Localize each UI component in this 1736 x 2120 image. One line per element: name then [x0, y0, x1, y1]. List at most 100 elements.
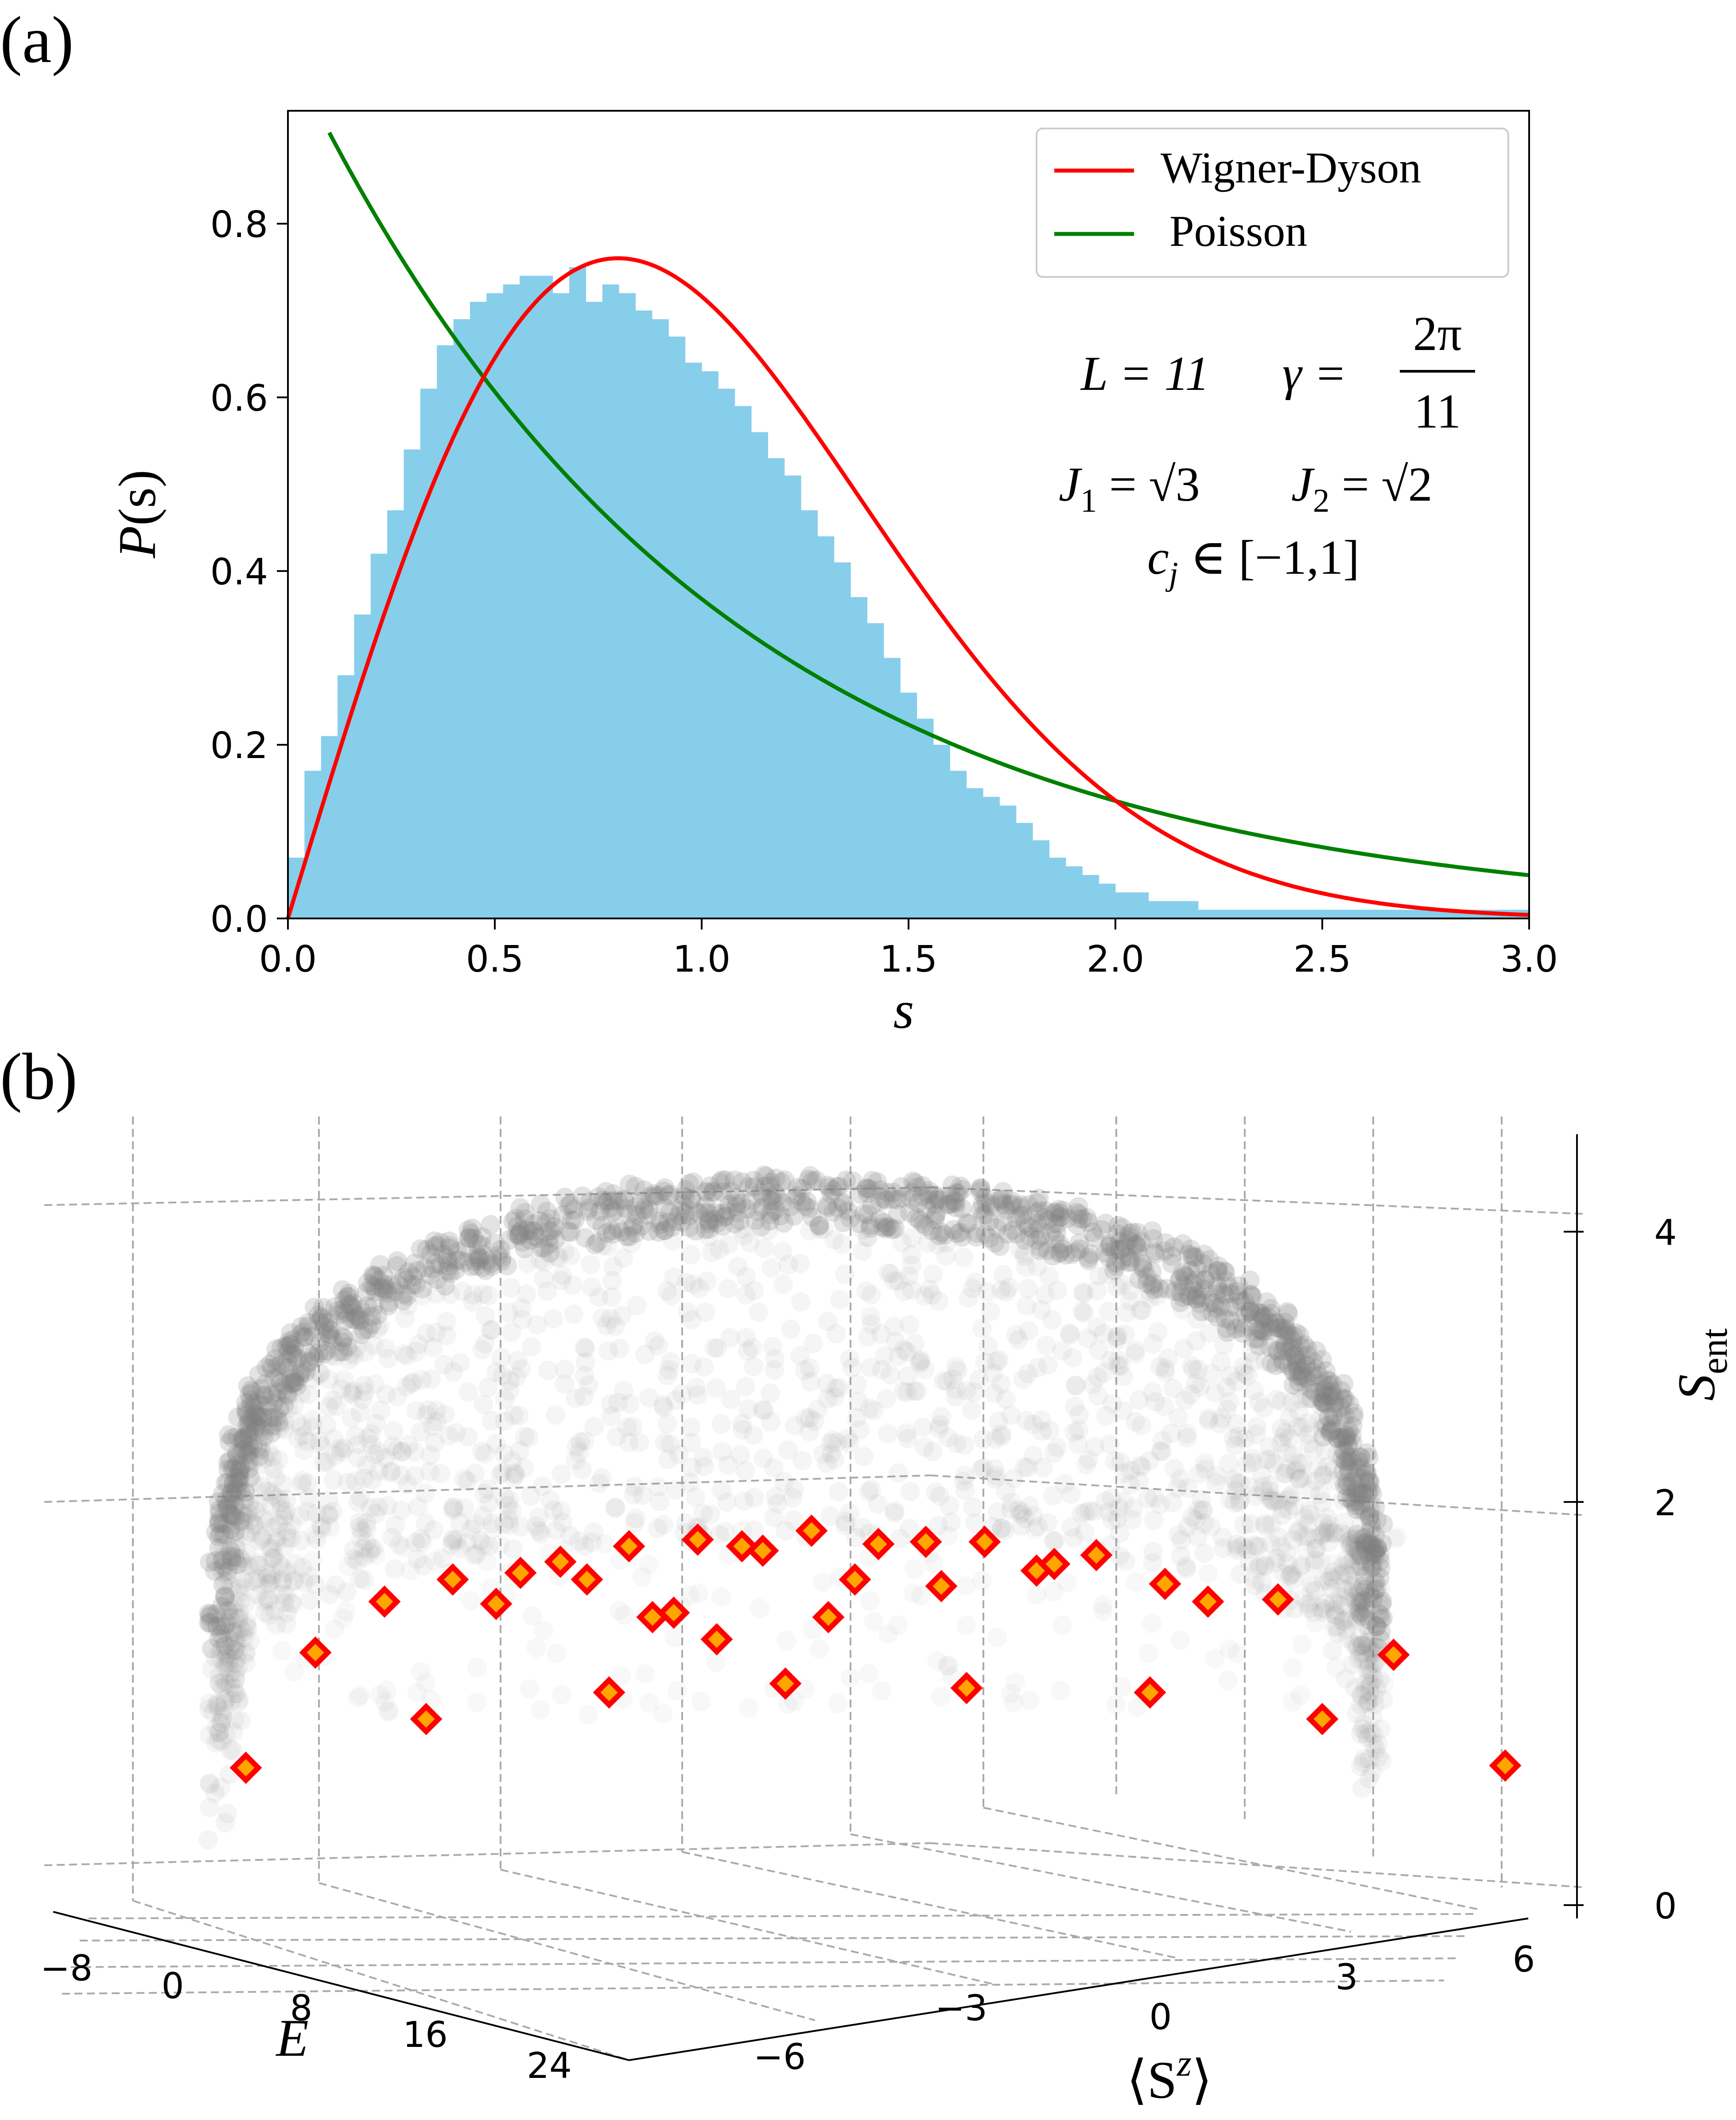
eigenstate-point — [726, 1187, 746, 1207]
eigenstate-point — [258, 1416, 278, 1435]
eigenstate-point — [938, 1195, 958, 1215]
eigenstate-point — [235, 1455, 255, 1474]
eigenstate-point — [553, 1205, 573, 1225]
eigenstate-point — [617, 1227, 637, 1247]
eigenstate-point — [851, 1184, 870, 1204]
eigenstate-point — [638, 1205, 657, 1225]
eigenstate-point — [864, 1400, 884, 1420]
eigenstate-point — [220, 1628, 240, 1648]
eigenstate-point — [320, 1327, 339, 1347]
eigenstate-point — [479, 1536, 499, 1556]
eigenstate-point — [1311, 1525, 1331, 1545]
eigenstate-point — [1279, 1487, 1299, 1507]
y-axis-ticks-a: 0.00.20.40.60.8 — [210, 204, 288, 941]
eigenstate-point — [514, 1458, 534, 1478]
eigenstate-point — [541, 1209, 561, 1229]
eigenstate-point — [499, 1230, 519, 1250]
eigenstate-point — [971, 1178, 990, 1198]
eigenstate-point — [288, 1428, 308, 1448]
eigenstate-point — [536, 1213, 556, 1233]
eigenstate-point — [342, 1309, 362, 1329]
eigenstate-point — [216, 1674, 236, 1694]
eigenstate-point — [240, 1445, 260, 1465]
eigenstate-point — [278, 1351, 298, 1371]
histogram-bar — [817, 536, 835, 918]
eigenstate-point — [209, 1730, 229, 1750]
eigenstate-point — [512, 1310, 532, 1330]
eigenstate-point — [209, 1492, 229, 1512]
eigenstate-point — [220, 1538, 240, 1558]
eigenstate-point — [291, 1325, 311, 1345]
y-tick-label-a: 0.0 — [210, 899, 268, 941]
eigenstate-point — [1044, 1582, 1064, 1602]
eigenstate-point — [718, 1455, 738, 1475]
eigenstate-point — [990, 1190, 1010, 1210]
eigenstate-point — [427, 1236, 447, 1256]
eigenstate-point — [1305, 1383, 1325, 1403]
eigenstate-point — [262, 1416, 282, 1436]
eigenstate-point — [1186, 1271, 1206, 1290]
histogram-bar — [685, 362, 702, 918]
eigenstate-point — [936, 1246, 956, 1266]
eigenstate-point — [767, 1494, 787, 1513]
eigenstate-point — [345, 1310, 365, 1330]
eigenstate-point — [678, 1302, 698, 1322]
eigenstate-point — [614, 1190, 634, 1209]
eigenstate-point — [721, 1182, 741, 1201]
eigenstate-point — [443, 1500, 463, 1520]
eigenstate-point — [1335, 1451, 1355, 1470]
eigenstate-point — [1258, 1307, 1277, 1326]
eigenstate-point — [1168, 1408, 1188, 1428]
eigenstate-point — [1363, 1642, 1383, 1662]
eigenstate-point — [1316, 1522, 1336, 1542]
eigenstate-point — [1177, 1424, 1197, 1443]
eigenstate-point — [1131, 1416, 1151, 1435]
eigenstate-point — [247, 1585, 267, 1604]
eigenstate-point — [282, 1373, 302, 1393]
eigenstate-point — [1291, 1337, 1310, 1357]
eigenstate-point — [507, 1367, 527, 1387]
eigenstate-point — [1387, 1527, 1407, 1547]
eigenstate-point — [439, 1426, 459, 1446]
eigenstate-point — [339, 1287, 358, 1307]
eigenstate-point — [276, 1501, 296, 1521]
eigenstate-point — [366, 1414, 386, 1434]
eigenstate-point — [215, 1616, 235, 1636]
eigenstate-point — [231, 1429, 251, 1449]
special-state-marker — [769, 1667, 802, 1700]
eigenstate-point — [329, 1342, 349, 1362]
eigenstate-point — [236, 1402, 256, 1422]
eigenstate-point — [447, 1250, 466, 1270]
eigenstate-point — [919, 1181, 939, 1201]
eigenstate-point — [239, 1451, 259, 1471]
eigenstate-point — [671, 1201, 691, 1221]
eigenstate-point — [386, 1441, 406, 1461]
eigenstate-point — [261, 1495, 280, 1515]
eigenstate-point — [244, 1513, 264, 1533]
eigenstate-point — [649, 1186, 668, 1206]
eigenstate-point — [237, 1543, 256, 1563]
eigenstate-point — [1355, 1502, 1375, 1521]
eigenstate-point — [227, 1427, 247, 1447]
eigenstate-point — [229, 1461, 249, 1481]
eigenstate-point — [384, 1421, 404, 1441]
special-state-marker — [1377, 1638, 1410, 1671]
eigenstate-point — [1031, 1300, 1051, 1320]
eigenstate-point — [547, 1247, 567, 1267]
special-state-marker — [968, 1525, 1001, 1558]
eigenstate-point — [1297, 1369, 1317, 1389]
eigenstate-point — [998, 1224, 1018, 1244]
eigenstate-point — [971, 1182, 990, 1201]
histogram-bar — [536, 276, 553, 918]
eigenstate-point — [1352, 1636, 1372, 1656]
eigenstate-point — [681, 1245, 701, 1264]
eigenstate-point — [285, 1554, 305, 1574]
eigenstate-point — [269, 1416, 289, 1435]
eigenstate-point — [1072, 1209, 1092, 1229]
eigenstate-point — [249, 1447, 269, 1466]
eigenstate-point — [1191, 1490, 1211, 1509]
eigenstate-point — [294, 1426, 314, 1446]
eigenstate-point — [1305, 1555, 1324, 1575]
eigenstate-point — [985, 1459, 1005, 1478]
eigenstate-point — [927, 1651, 947, 1671]
